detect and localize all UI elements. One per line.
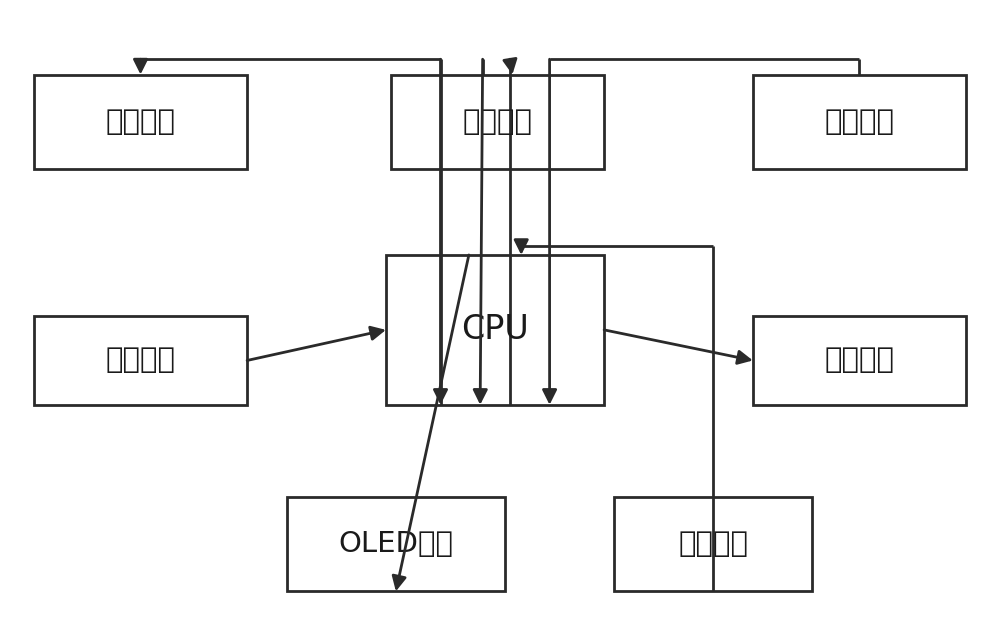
Text: 无线模块: 无线模块 bbox=[678, 530, 748, 558]
Bar bbox=[391, 74, 604, 169]
Text: 信号处理: 信号处理 bbox=[106, 347, 176, 374]
Text: OLED液晶: OLED液晶 bbox=[338, 530, 453, 558]
Bar bbox=[753, 316, 966, 405]
Bar bbox=[614, 497, 812, 591]
Text: 时钟电路: 时钟电路 bbox=[463, 108, 533, 136]
Bar bbox=[287, 497, 505, 591]
Bar bbox=[34, 74, 247, 169]
Bar bbox=[753, 74, 966, 169]
Text: 电源电路: 电源电路 bbox=[824, 108, 894, 136]
Text: 声光报警: 声光报警 bbox=[824, 347, 894, 374]
Bar bbox=[34, 316, 247, 405]
Text: CPU: CPU bbox=[461, 313, 529, 347]
Bar bbox=[386, 255, 604, 405]
Text: 铁电存储: 铁电存储 bbox=[106, 108, 176, 136]
